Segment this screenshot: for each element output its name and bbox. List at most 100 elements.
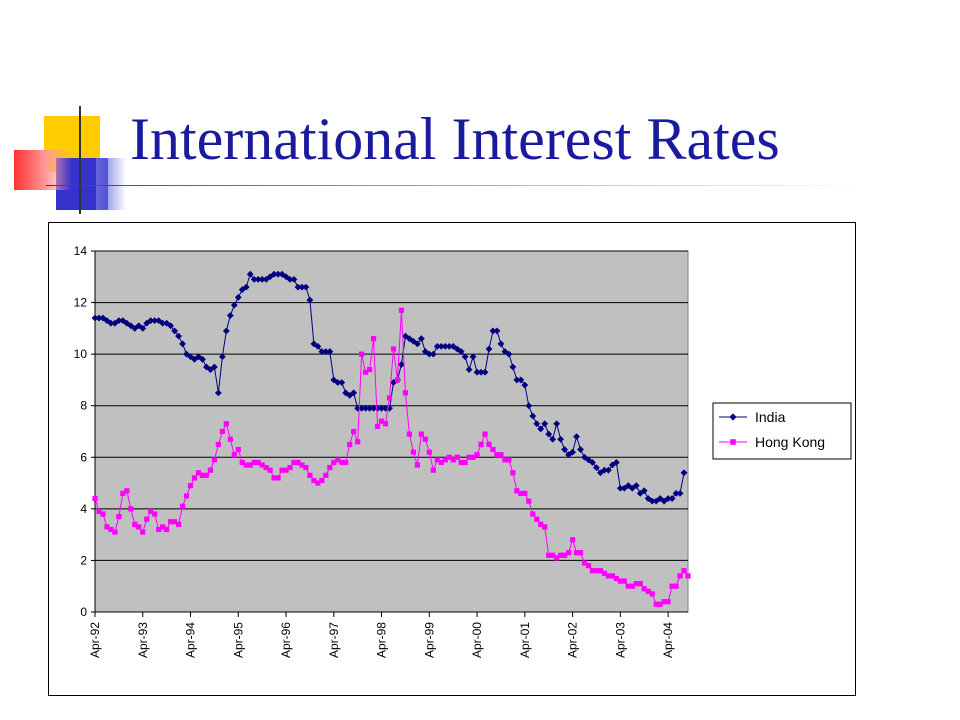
data-point-india <box>266 273 274 281</box>
data-point-hong-kong <box>104 524 110 530</box>
data-point-hong-kong <box>450 457 456 463</box>
data-point-hong-kong <box>171 519 178 525</box>
data-point-hong-kong <box>239 459 245 466</box>
data-point-hong-kong <box>156 526 162 533</box>
data-point-india <box>445 343 453 350</box>
data-point-hong-kong <box>398 307 405 313</box>
data-point-india <box>469 353 477 361</box>
data-point-india <box>549 435 557 443</box>
data-point-india <box>632 482 640 490</box>
data-point-hong-kong <box>605 573 612 579</box>
x-tick-label: Apr-00 <box>470 622 484 658</box>
data-point-hong-kong <box>299 462 305 468</box>
data-point-hong-kong <box>100 511 106 517</box>
data-point-hong-kong <box>566 550 572 556</box>
data-point-hong-kong <box>438 459 444 466</box>
data-point-india <box>509 363 517 371</box>
data-point-india <box>175 332 182 340</box>
data-point-hong-kong <box>685 573 691 579</box>
data-point-india <box>254 275 262 283</box>
data-point-hong-kong <box>506 457 512 463</box>
y-tick-label: 0 <box>80 605 87 619</box>
data-point-hong-kong <box>442 457 448 463</box>
data-point-india <box>398 361 405 368</box>
data-point-hong-kong <box>347 441 353 447</box>
data-point-hong-kong <box>522 490 528 496</box>
data-point-india <box>362 404 370 412</box>
x-tick-label: Apr-04 <box>661 622 675 658</box>
data-point-hong-kong <box>609 573 615 579</box>
data-point-india <box>378 404 385 412</box>
data-point-india <box>489 327 497 335</box>
x-tick-label: Apr-96 <box>279 622 293 658</box>
data-point-india <box>485 345 493 353</box>
deco-vertical-rule <box>79 106 81 214</box>
data-point-india <box>358 404 366 412</box>
data-point-india <box>640 487 648 495</box>
data-point-india <box>314 343 322 350</box>
data-point-india <box>115 317 123 325</box>
legend-label-india: India <box>755 409 786 425</box>
data-point-hong-kong <box>649 591 655 597</box>
data-point-hong-kong <box>386 395 393 401</box>
data-point-india <box>589 459 596 466</box>
data-point-hong-kong <box>112 529 118 535</box>
data-point-hong-kong <box>203 472 210 478</box>
data-point-india <box>601 466 608 474</box>
data-point-hong-kong <box>577 550 584 556</box>
data-point-india <box>306 296 314 304</box>
data-point-hong-kong <box>629 583 635 589</box>
data-point-hong-kong <box>92 495 98 502</box>
data-point-hong-kong <box>136 524 142 530</box>
data-point-hong-kong <box>430 467 436 473</box>
x-tick-label: Apr-02 <box>566 622 580 658</box>
data-point-india <box>457 348 465 355</box>
data-point-india <box>628 484 636 492</box>
legend-marker-hong-kong <box>730 439 736 445</box>
slide-title: International Interest Rates <box>130 106 780 172</box>
data-point-hong-kong <box>307 472 313 478</box>
data-point-hong-kong <box>470 454 476 460</box>
data-point-hong-kong <box>311 477 317 484</box>
data-point-hong-kong <box>164 526 170 533</box>
x-tick-label: Apr-94 <box>184 622 198 658</box>
data-point-hong-kong <box>263 465 269 471</box>
data-point-hong-kong <box>585 562 592 569</box>
data-point-hong-kong <box>251 459 257 466</box>
data-point-hong-kong <box>446 454 452 460</box>
data-point-india <box>294 283 302 291</box>
data-point-hong-kong <box>593 568 600 574</box>
data-point-india <box>242 283 250 291</box>
data-point-hong-kong <box>518 490 524 496</box>
y-tick-label: 4 <box>80 502 87 516</box>
data-point-hong-kong <box>589 568 596 574</box>
data-point-hong-kong <box>434 457 440 463</box>
data-point-hong-kong <box>502 457 508 463</box>
y-tick-label: 10 <box>74 347 88 361</box>
y-tick-label: 14 <box>74 244 88 258</box>
data-point-india <box>163 319 171 327</box>
data-point-india <box>322 348 330 355</box>
data-point-hong-kong <box>526 498 532 504</box>
data-point-india <box>561 446 569 453</box>
data-point-hong-kong <box>120 490 126 496</box>
data-point-india <box>151 317 159 325</box>
data-point-hong-kong <box>498 452 504 458</box>
data-point-hong-kong <box>550 552 556 558</box>
data-point-hong-kong <box>542 524 548 530</box>
data-point-hong-kong <box>494 452 500 458</box>
data-point-india <box>505 350 513 358</box>
data-point-hong-kong <box>211 457 217 463</box>
data-point-india <box>290 275 298 283</box>
data-point-hong-kong <box>323 472 329 478</box>
x-tick-label: Apr-97 <box>327 622 341 658</box>
data-point-india <box>473 368 481 376</box>
data-point-hong-kong <box>191 475 198 481</box>
data-point-hong-kong <box>653 601 659 607</box>
data-point-hong-kong <box>454 454 460 460</box>
data-point-hong-kong <box>231 452 237 458</box>
data-point-india <box>370 404 377 412</box>
data-point-hong-kong <box>466 454 472 460</box>
data-point-india <box>605 466 612 474</box>
data-point-india <box>557 435 565 443</box>
